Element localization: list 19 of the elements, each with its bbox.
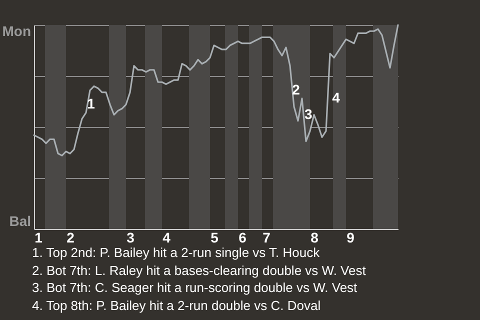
annotation: 2 xyxy=(292,81,300,98)
x-tick-label: 2 xyxy=(66,230,75,246)
x-tick-label: 7 xyxy=(262,230,271,246)
x-tick-label: 3 xyxy=(126,230,135,246)
x-tick-label: 5 xyxy=(210,230,219,246)
annotation: 1 xyxy=(87,96,96,112)
text: 3. Bot 7th: C. Seager hit a run-scoring double vs W. Vest xyxy=(32,279,358,296)
x-tick-label: 6 xyxy=(238,230,247,246)
annotation: 3 xyxy=(304,106,312,122)
text: Bal xyxy=(9,213,31,229)
text: 4. Top 8th: P. Bailey hit a 2-run double vs C. Doval xyxy=(32,296,322,314)
x-tick-label: 4 xyxy=(162,230,171,246)
annotation: 4 xyxy=(332,89,340,106)
x-tick-label: 8 xyxy=(310,230,319,246)
text: 2. Bot 7th: L. Raley hit a bases-clearing double vs W. Vest xyxy=(32,262,366,279)
x-tick-label: 9 xyxy=(346,230,355,246)
text: Mon xyxy=(2,23,31,39)
text: 1. Top 2nd: P. Bailey hit a 2-run single vs T. Houck xyxy=(32,244,321,262)
x-tick-label: 1 xyxy=(34,230,43,246)
